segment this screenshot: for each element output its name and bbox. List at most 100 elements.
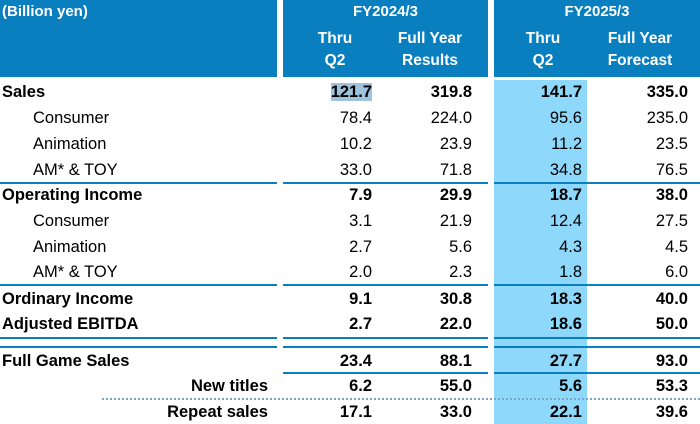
row-label: Adjusted EBITDA — [2, 315, 139, 333]
cell-value: 30.8 — [382, 290, 472, 309]
row-label: Full Game Sales — [2, 352, 130, 370]
table-row: Repeat sales 17.1 33.0 22.1 39.6 — [0, 400, 700, 424]
cell-text[interactable]: 2.0 — [349, 263, 372, 281]
cell-text[interactable]: 29.9 — [439, 186, 472, 204]
cell-text[interactable]: 50.0 — [655, 315, 688, 333]
cell-value: 40.0 — [598, 290, 688, 309]
cell-text[interactable]: 22.1 — [549, 403, 582, 421]
cell-text[interactable]: 235.0 — [646, 109, 688, 127]
divider-line — [0, 284, 277, 286]
divider-line — [283, 284, 488, 286]
cell-text[interactable]: 76.5 — [655, 161, 688, 179]
cell-text[interactable]: 9.1 — [349, 290, 372, 308]
cell-value: 319.8 — [382, 83, 472, 102]
column-header: Q2 — [532, 52, 554, 69]
cell-text[interactable]: 6.2 — [349, 377, 372, 395]
cell-value: 76.5 — [598, 161, 688, 180]
cell-text[interactable]: 2.7 — [349, 315, 372, 333]
cell-value: 2.3 — [382, 263, 472, 282]
cell-value: 50.0 — [598, 315, 688, 334]
cell-value: 4.5 — [598, 238, 688, 257]
cell-text[interactable]: 224.0 — [430, 109, 472, 127]
cell-text[interactable]: 10.2 — [339, 135, 372, 153]
cell-value: 95.6 — [492, 109, 582, 128]
cell-text[interactable]: 17.1 — [339, 403, 372, 421]
cell-text[interactable]: 40.0 — [655, 290, 688, 308]
cell-value: 33.0 — [282, 161, 372, 180]
divider-line — [494, 346, 700, 348]
cell-value: 93.0 — [598, 352, 688, 371]
cell-text[interactable]: 11.2 — [551, 135, 582, 153]
cell-text[interactable]: 141.7 — [540, 83, 582, 101]
cell-value: 235.0 — [598, 109, 688, 128]
cell-text[interactable]: 2.3 — [449, 263, 472, 281]
cell-text[interactable]: 78.4 — [339, 109, 372, 127]
cell-value: 4.3 — [492, 238, 582, 257]
cell-value: 7.9 — [282, 186, 372, 205]
cell-text[interactable]: 23.4 — [339, 352, 372, 370]
cell-text[interactable]: 27.7 — [549, 352, 582, 370]
cell-text[interactable]: 33.0 — [339, 161, 372, 179]
cell-text[interactable]: 22.0 — [439, 315, 472, 333]
table-row: Adjusted EBITDA 2.7 22.0 18.6 50.0 — [0, 312, 700, 337]
table-row: Animation 10.2 23.9 11.2 23.5 — [0, 132, 700, 157]
cell-text[interactable]: 5.6 — [559, 377, 582, 395]
cell-value: 39.6 — [598, 403, 688, 422]
cell-text[interactable]: 55.0 — [439, 377, 472, 395]
cell-text[interactable]: 33.0 — [439, 403, 472, 421]
cell-text[interactable]: 3.1 — [349, 212, 372, 230]
cell-value: 18.6 — [492, 315, 582, 334]
cell-text[interactable]: 1.8 — [559, 263, 582, 281]
divider-line — [0, 346, 277, 348]
cell-text[interactable]: 21.9 — [439, 212, 472, 230]
cell-text[interactable]: 34.8 — [549, 161, 582, 179]
cell-value: 23.4 — [282, 352, 372, 371]
cell-value: 23.9 — [382, 135, 472, 154]
cell-text[interactable]: 23.9 — [439, 135, 472, 153]
cell-text[interactable]: 5.6 — [449, 238, 472, 256]
row-label: Consumer — [33, 109, 110, 127]
cell-text[interactable]: 23.5 — [655, 135, 688, 153]
cell-text[interactable]: 4.3 — [559, 238, 582, 256]
table-row: Operating Income 7.9 29.9 18.7 38.0 — [0, 183, 700, 208]
divider-line — [494, 182, 700, 184]
cell-text[interactable]: 6.0 — [665, 263, 688, 281]
header-fy2024: FY2024/3 — [283, 0, 488, 77]
cell-text[interactable]: 319.8 — [430, 83, 472, 101]
cell-text[interactable]: 2.7 — [349, 238, 372, 256]
column-header: Full Year — [397, 30, 463, 47]
cell-text[interactable]: 18.6 — [549, 315, 582, 333]
cell-value: 55.0 — [382, 377, 472, 396]
unit-label: (Billion yen) — [2, 3, 88, 20]
cell-text[interactable]: 18.7 — [549, 186, 582, 204]
cell-text[interactable]: 27.5 — [655, 212, 688, 230]
cell-text[interactable]: 121.7 — [330, 83, 372, 101]
cell-text[interactable]: 12.4 — [549, 212, 582, 230]
dotted-divider — [102, 398, 700, 400]
cell-text[interactable]: 7.9 — [349, 186, 372, 204]
cell-value: 27.7 — [492, 352, 582, 371]
table-row: AM* & TOY 2.0 2.3 1.8 6.0 — [0, 260, 700, 285]
cell-text[interactable]: 93.0 — [655, 352, 688, 370]
table-row: Animation 2.7 5.6 4.3 4.5 — [0, 235, 700, 260]
cell-value: 34.8 — [492, 161, 582, 180]
row-label: Animation — [33, 238, 107, 256]
cell-text[interactable]: 39.6 — [655, 403, 688, 421]
cell-text[interactable]: 30.8 — [439, 290, 472, 308]
cell-text[interactable]: 53.3 — [655, 377, 688, 395]
cell-text[interactable]: 4.5 — [665, 238, 688, 256]
cell-text[interactable]: 38.0 — [655, 186, 688, 204]
cell-text[interactable]: 18.3 — [549, 290, 582, 308]
cell-text[interactable]: 71.8 — [439, 161, 472, 179]
row-label: Animation — [33, 135, 107, 153]
cell-value: 2.7 — [282, 238, 372, 257]
cell-value: 22.1 — [492, 403, 582, 422]
cell-text[interactable]: 95.6 — [549, 109, 582, 127]
column-header: Forecast — [607, 52, 673, 69]
cell-text[interactable]: 88.1 — [439, 352, 472, 370]
row-label: Operating Income — [2, 186, 143, 204]
cell-text[interactable]: 335.0 — [646, 83, 688, 101]
divider-line — [494, 284, 700, 286]
cell-value: 27.5 — [598, 212, 688, 231]
fy2024-label: FY2024/3 — [352, 3, 419, 20]
